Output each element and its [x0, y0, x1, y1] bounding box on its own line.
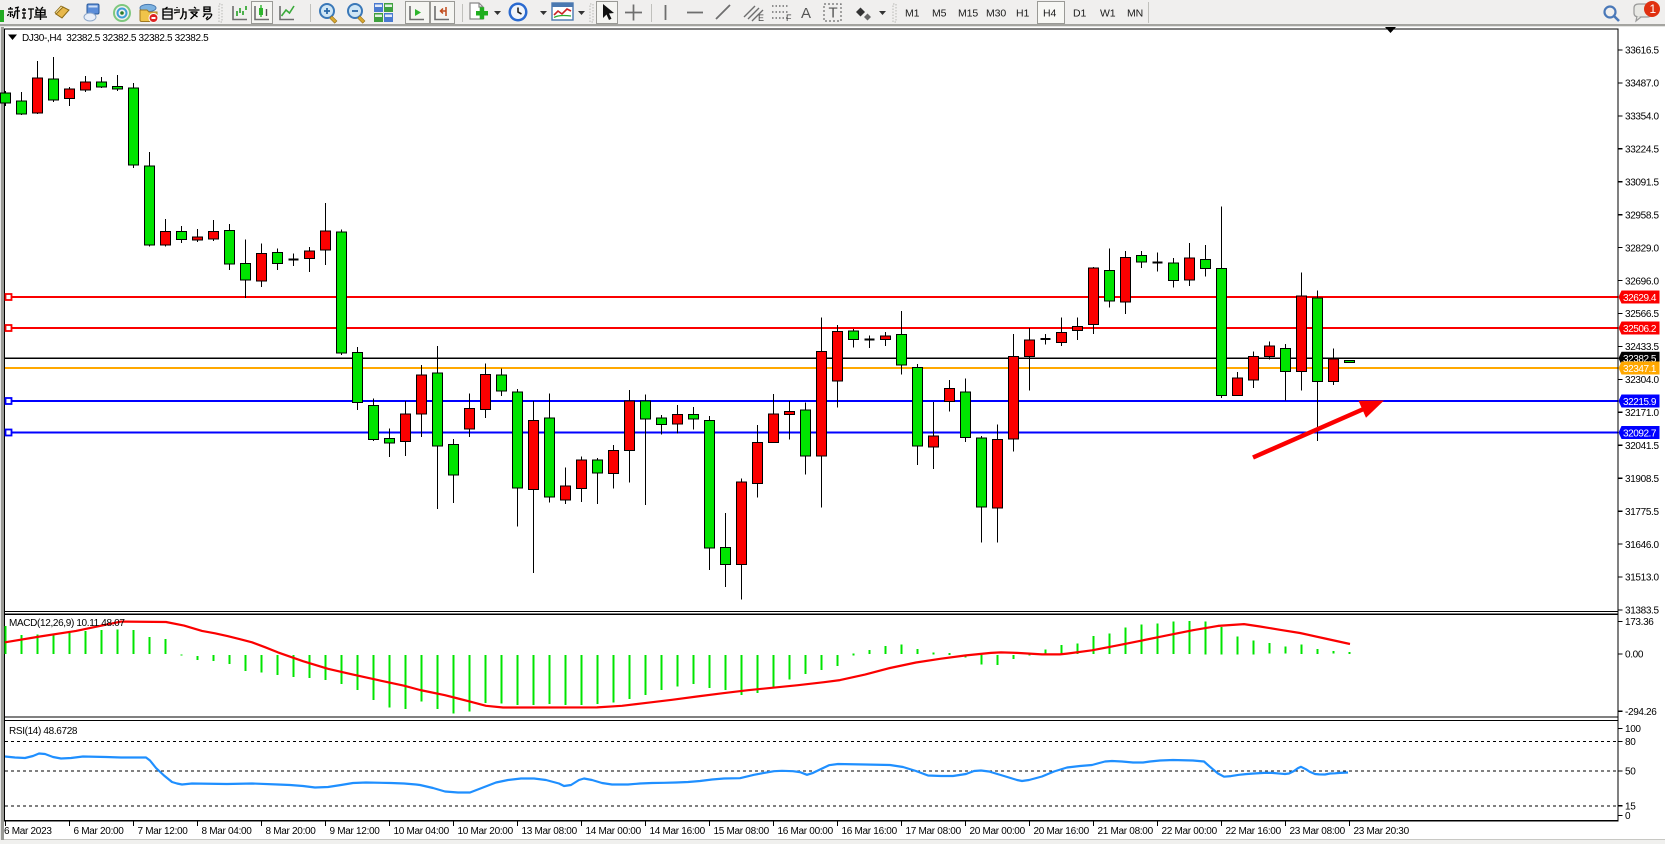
svg-text:W1: W1 — [1100, 8, 1116, 20]
svg-text:14 Mar 00:00: 14 Mar 00:00 — [586, 826, 642, 837]
svg-text:33091.5: 33091.5 — [1625, 177, 1659, 188]
svg-text:32347.1: 32347.1 — [1623, 364, 1657, 375]
svg-text:-294.26: -294.26 — [1625, 707, 1657, 718]
svg-text:9 Mar 12:00: 9 Mar 12:00 — [330, 826, 381, 837]
svg-text:14 Mar 16:00: 14 Mar 16:00 — [650, 826, 706, 837]
svg-text:20 Mar 00:00: 20 Mar 00:00 — [970, 826, 1026, 837]
svg-text:E: E — [758, 13, 764, 23]
svg-text:32092.7: 32092.7 — [1623, 428, 1657, 439]
svg-text:20 Mar 16:00: 20 Mar 16:00 — [1034, 826, 1090, 837]
svg-text:32304.0: 32304.0 — [1625, 375, 1659, 386]
svg-text:32506.2: 32506.2 — [1623, 324, 1657, 335]
svg-text:31646.0: 31646.0 — [1625, 540, 1659, 551]
svg-text:33224.5: 33224.5 — [1625, 145, 1659, 156]
svg-text:100: 100 — [1625, 724, 1641, 735]
svg-text:32958.5: 32958.5 — [1625, 210, 1659, 221]
svg-text:13 Mar 08:00: 13 Mar 08:00 — [522, 826, 578, 837]
svg-text:33487.0: 33487.0 — [1625, 79, 1659, 90]
svg-text:31383.5: 31383.5 — [1625, 606, 1659, 617]
svg-text:173.36: 173.36 — [1625, 617, 1654, 628]
svg-text:80: 80 — [1625, 737, 1636, 748]
svg-text:MN: MN — [1127, 8, 1143, 20]
svg-text:M5: M5 — [932, 8, 947, 20]
svg-text:M1: M1 — [905, 8, 920, 20]
svg-text:50: 50 — [1625, 767, 1636, 778]
svg-text:16 Mar 00:00: 16 Mar 00:00 — [778, 826, 834, 837]
svg-text:7 Mar 12:00: 7 Mar 12:00 — [138, 826, 189, 837]
svg-text:H4: H4 — [1043, 8, 1056, 20]
svg-text:31513.0: 31513.0 — [1625, 573, 1659, 584]
svg-text:32629.4: 32629.4 — [1623, 293, 1657, 304]
svg-text:0.00: 0.00 — [1625, 650, 1644, 661]
svg-text:10 Mar 20:00: 10 Mar 20:00 — [458, 826, 514, 837]
svg-text:21 Mar 08:00: 21 Mar 08:00 — [1098, 826, 1154, 837]
svg-text:F: F — [786, 13, 792, 23]
svg-text:32041.5: 32041.5 — [1625, 441, 1659, 452]
svg-text:15: 15 — [1625, 802, 1636, 813]
svg-text:MACD(12,26,9) 10.11 48.07: MACD(12,26,9) 10.11 48.07 — [9, 618, 125, 629]
svg-text:M15: M15 — [958, 8, 978, 20]
svg-text:6 Mar 2023: 6 Mar 2023 — [4, 826, 52, 837]
svg-text:32829.0: 32829.0 — [1625, 243, 1659, 254]
svg-text:M30: M30 — [986, 8, 1006, 20]
svg-text:A: A — [801, 5, 811, 22]
svg-text:8 Mar 20:00: 8 Mar 20:00 — [266, 826, 317, 837]
svg-text:31775.5: 31775.5 — [1625, 507, 1659, 518]
svg-text:32171.0: 32171.0 — [1625, 408, 1659, 419]
svg-text:32696.0: 32696.0 — [1625, 276, 1659, 287]
svg-text:32566.5: 32566.5 — [1625, 309, 1659, 320]
svg-text:23 Mar 08:00: 23 Mar 08:00 — [1290, 826, 1346, 837]
svg-text:DJ30-,H4 32382.5 32382.5 3238: DJ30-,H4 32382.5 32382.5 32382.5 32382.5 — [22, 33, 209, 44]
svg-text:D1: D1 — [1073, 8, 1086, 20]
svg-text:0: 0 — [1625, 811, 1631, 822]
svg-text:6 Mar 20:00: 6 Mar 20:00 — [74, 826, 125, 837]
svg-text:8 Mar 04:00: 8 Mar 04:00 — [202, 826, 253, 837]
svg-text:33354.0: 33354.0 — [1625, 112, 1659, 123]
svg-text:RSI(14) 48.6728: RSI(14) 48.6728 — [9, 726, 78, 737]
svg-text:1: 1 — [1650, 2, 1657, 16]
svg-text:T: T — [829, 5, 838, 22]
svg-text:16 Mar 16:00: 16 Mar 16:00 — [842, 826, 898, 837]
svg-text:31908.5: 31908.5 — [1625, 474, 1659, 485]
svg-text:32215.9: 32215.9 — [1623, 397, 1657, 408]
svg-text:32382.5: 32382.5 — [1623, 354, 1657, 365]
svg-text:33616.5: 33616.5 — [1625, 46, 1659, 57]
svg-text:32433.5: 32433.5 — [1625, 342, 1659, 353]
svg-text:22 Mar 16:00: 22 Mar 16:00 — [1226, 826, 1282, 837]
svg-text:15 Mar 08:00: 15 Mar 08:00 — [714, 826, 770, 837]
svg-text:23 Mar 20:30: 23 Mar 20:30 — [1354, 826, 1410, 837]
svg-text:22 Mar 00:00: 22 Mar 00:00 — [1162, 826, 1218, 837]
svg-text:17 Mar 08:00: 17 Mar 08:00 — [906, 826, 962, 837]
svg-text:10 Mar 04:00: 10 Mar 04:00 — [394, 826, 450, 837]
svg-text:H1: H1 — [1016, 8, 1029, 20]
